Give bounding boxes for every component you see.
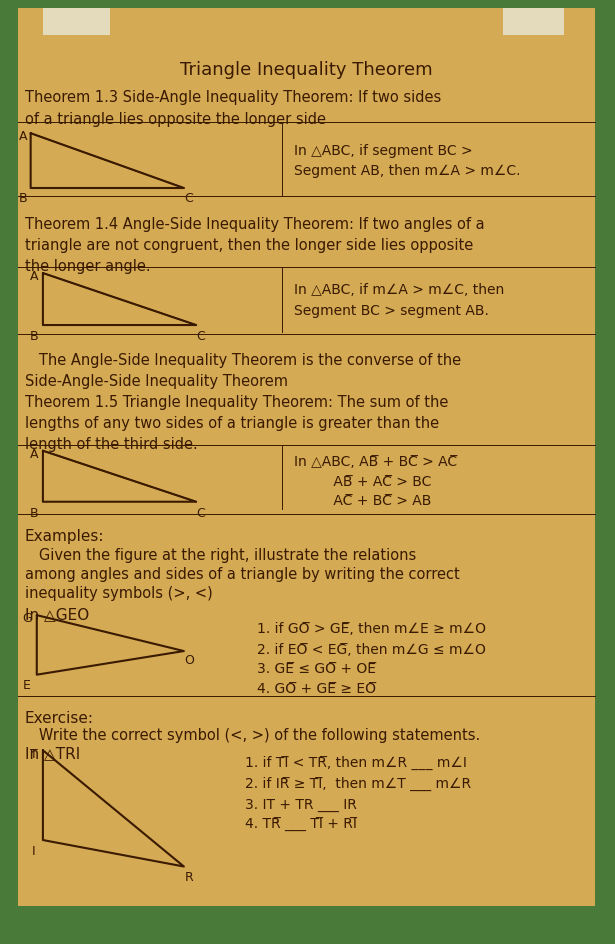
Text: C: C [197,506,205,519]
Text: I: I [32,844,36,857]
Text: A: A [30,270,38,283]
Text: 3. IT + TR ___ IR: 3. IT + TR ___ IR [245,797,357,811]
Text: 2. if EO̅ < EG̅, then m∠G ≤ m∠O: 2. if EO̅ < EG̅, then m∠G ≤ m∠O [258,642,486,656]
Text: 2. if IR̅ ≥ TI̅,  then m∠T ___ m∠R: 2. if IR̅ ≥ TI̅, then m∠T ___ m∠R [245,776,471,790]
Text: length of the third side.: length of the third side. [25,436,197,451]
Text: A: A [19,130,28,143]
Text: R: R [184,870,193,884]
Text: lengths of any two sides of a triangle is greater than the: lengths of any two sides of a triangle i… [25,415,438,430]
Text: 4. TR̅ ___ TI̅ + RI̅: 4. TR̅ ___ TI̅ + RI̅ [245,818,357,832]
Text: 4. GO̅ + GE̅ ≥ EO̅: 4. GO̅ + GE̅ ≥ EO̅ [258,682,376,696]
Text: In △ABC, AB̅ + BC̅ > AC̅: In △ABC, AB̅ + BC̅ > AC̅ [294,455,458,469]
Text: T: T [30,748,38,761]
Text: O: O [184,653,194,666]
Text: In △ABC, if segment BC >: In △ABC, if segment BC > [294,143,473,158]
Text: C: C [184,192,193,205]
Text: Examples:: Examples: [25,529,104,544]
Text: B: B [30,329,38,343]
Text: In △GEO: In △GEO [25,606,89,621]
FancyBboxPatch shape [18,9,595,906]
Text: among angles and sides of a triangle by writing the correct: among angles and sides of a triangle by … [25,566,459,582]
Text: A: A [30,447,38,461]
Text: B: B [19,192,28,205]
Text: 3. GE̅ ≤ GO̅ + OE̅: 3. GE̅ ≤ GO̅ + OE̅ [258,662,376,676]
Text: Theorem 1.4 Angle-Side Inequality Theorem: If two angles of a: Theorem 1.4 Angle-Side Inequality Theore… [25,217,484,232]
Text: Theorem 1.5 Triangle Inequality Theorem: The sum of the: Theorem 1.5 Triangle Inequality Theorem:… [25,395,448,410]
Text: AB̅ + AC̅ > BC: AB̅ + AC̅ > BC [294,475,432,489]
Text: Theorem 1.3 Side-Angle Inequality Theorem: If two sides: Theorem 1.3 Side-Angle Inequality Theore… [25,90,441,105]
FancyBboxPatch shape [43,9,110,36]
Text: B: B [30,506,38,519]
Text: Side-Angle-Side Inequality Theorem: Side-Angle-Side Inequality Theorem [25,374,288,389]
Text: E: E [23,679,31,692]
Text: AC̅ + BC̅ > AB: AC̅ + BC̅ > AB [294,494,432,508]
Text: inequality symbols (>, <): inequality symbols (>, <) [25,585,212,600]
Text: Write the correct symbol (<, >) of the following statements.: Write the correct symbol (<, >) of the f… [25,727,480,742]
Text: of a triangle lies opposite the longer side: of a triangle lies opposite the longer s… [25,111,325,126]
Text: the longer angle.: the longer angle. [25,259,150,274]
Text: Triangle Inequality Theorem: Triangle Inequality Theorem [180,61,433,79]
Text: C: C [197,329,205,343]
Text: Segment AB, then m∠A > m∠C.: Segment AB, then m∠A > m∠C. [294,164,521,178]
Text: In △TRI: In △TRI [25,746,80,761]
Text: 1. if GO̅ > GE̅, then m∠E ≥ m∠O: 1. if GO̅ > GE̅, then m∠E ≥ m∠O [258,621,486,635]
FancyBboxPatch shape [502,9,564,36]
Text: The Angle-Side Inequality Theorem is the converse of the: The Angle-Side Inequality Theorem is the… [25,353,461,368]
Text: In △ABC, if m∠A > m∠C, then: In △ABC, if m∠A > m∠C, then [294,283,504,297]
Text: Exercise:: Exercise: [25,710,93,725]
Text: triangle are not congruent, then the longer side lies opposite: triangle are not congruent, then the lon… [25,238,473,253]
Text: G: G [22,612,32,625]
Text: Segment BC > segment AB.: Segment BC > segment AB. [294,304,489,318]
Text: Given the figure at the right, illustrate the relations: Given the figure at the right, illustrat… [25,548,416,563]
Text: 1. if TI̅ < TR̅, then m∠R ___ m∠I: 1. if TI̅ < TR̅, then m∠R ___ m∠I [245,755,467,769]
